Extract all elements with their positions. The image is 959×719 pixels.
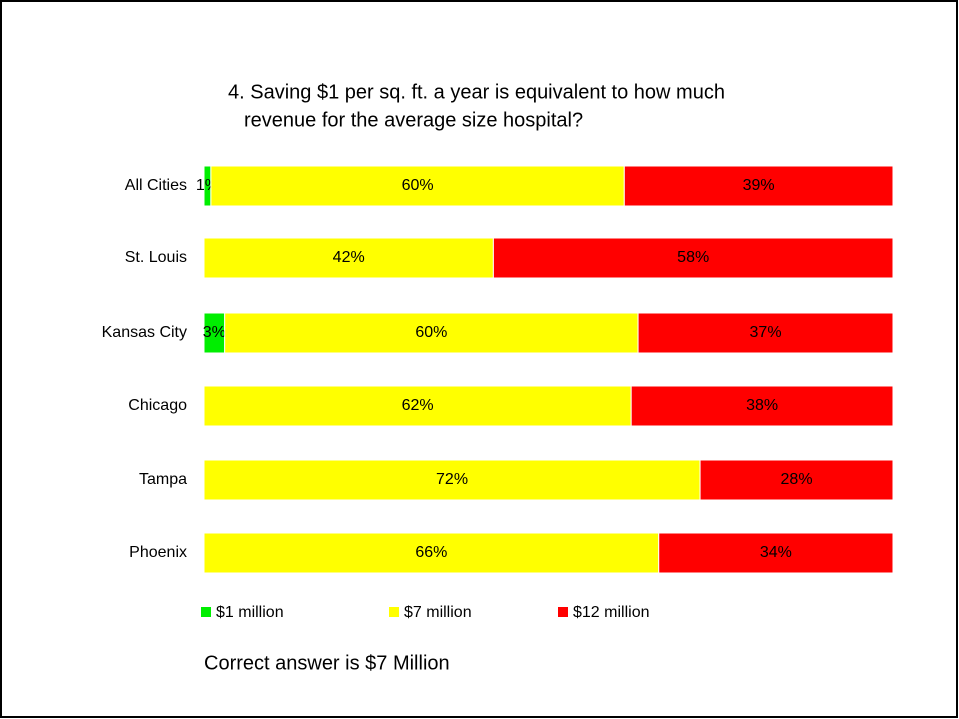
y-tick-label: Chicago [128, 397, 187, 414]
data-label: 66% [415, 544, 447, 561]
data-label: 39% [743, 177, 775, 194]
bar-segment [492, 237, 894, 279]
bar-segment [203, 532, 660, 574]
data-label: 34% [760, 544, 792, 561]
legend-swatch [558, 607, 568, 617]
bar-segment [699, 459, 894, 501]
annotation: Correct answer is $7 Million [204, 652, 450, 674]
data-label: 58% [677, 249, 709, 266]
chart-title: 4. Saving $1 per sq. ft. a year is equiv… [228, 81, 725, 103]
data-label: 60% [415, 324, 447, 341]
legend-label: $7 million [404, 604, 472, 621]
data-label: 62% [402, 397, 434, 414]
data-label: 72% [436, 471, 468, 488]
y-tick-label: Phoenix [129, 544, 187, 561]
bar-segment [658, 532, 894, 574]
bar-segment [203, 385, 632, 427]
y-tick-label: Tampa [139, 471, 187, 488]
bar-segment [623, 165, 894, 207]
data-label: 60% [402, 177, 434, 194]
chart-title: revenue for the average size hospital? [244, 109, 583, 131]
bar-segment [203, 459, 701, 501]
bar-segment [224, 312, 639, 354]
data-label: 3% [203, 324, 226, 341]
legend-label: $12 million [573, 604, 649, 621]
y-tick-label: Kansas City [102, 324, 187, 341]
data-label: 28% [781, 471, 813, 488]
legend-label: $1 million [216, 604, 284, 621]
bar-segment [630, 385, 894, 427]
bar-segment [203, 237, 494, 279]
bar-segment [637, 312, 894, 354]
y-tick-label: St. Louis [125, 249, 187, 266]
data-label: 42% [333, 249, 365, 266]
legend-swatch [201, 607, 211, 617]
legend-swatch [389, 607, 399, 617]
data-label: 38% [746, 397, 778, 414]
data-label: 37% [750, 324, 782, 341]
y-tick-label: All Cities [125, 177, 187, 194]
